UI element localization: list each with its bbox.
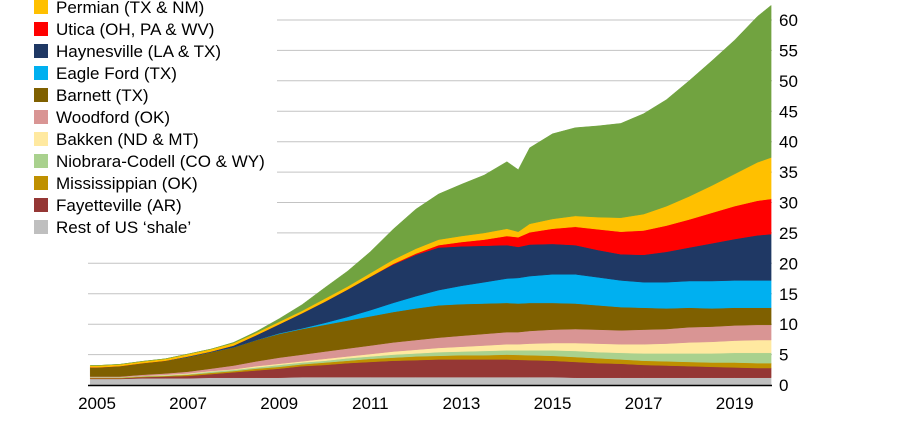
legend-swatch [34, 44, 48, 58]
y-axis-tick-label: 40 [779, 133, 798, 152]
y-axis-tick-label: 20 [779, 254, 798, 273]
x-axis-tick-label: 2013 [442, 394, 480, 413]
legend-label: Niobrara-Codell (CO & WY) [56, 151, 265, 171]
legend-swatch [34, 176, 48, 190]
area-marcellus-top-green-series-legend-cut-off-above-image [90, 4, 772, 366]
legend-swatch [34, 110, 48, 124]
x-axis-tick-label: 2017 [625, 394, 663, 413]
legend-item: Eagle Ford (TX) [34, 62, 265, 84]
y-axis-tick-label: 15 [779, 285, 798, 304]
legend-item: Mississippian (OK) [34, 172, 265, 194]
legend-item: Fayetteville (AR) [34, 194, 265, 216]
legend-swatch [34, 220, 48, 234]
x-axis-tick-label: 2005 [78, 394, 116, 413]
legend-swatch [34, 0, 48, 14]
legend-item: Haynesville (LA & TX) [34, 40, 265, 62]
legend-item: Permian (TX & NM) [34, 0, 265, 18]
legend-swatch [34, 66, 48, 80]
legend-label: Eagle Ford (TX) [56, 63, 177, 83]
y-axis-tick-label: 55 [779, 41, 798, 60]
legend-label: Utica (OH, PA & WV) [56, 19, 215, 39]
x-axis-tick-label: 2007 [169, 394, 207, 413]
x-axis-tick-label: 2019 [716, 394, 754, 413]
legend-label: Barnett (TX) [56, 85, 149, 105]
legend-swatch [34, 198, 48, 212]
legend-item: Niobrara-Codell (CO & WY) [34, 150, 265, 172]
x-axis-tick-label: 2015 [534, 394, 572, 413]
y-axis-tick-label: 0 [779, 376, 788, 395]
y-axis-tick-label: 60 [779, 11, 798, 30]
legend-label: Woodford (OK) [56, 107, 171, 127]
x-axis-tick-label: 2009 [260, 394, 298, 413]
legend-label: Fayetteville (AR) [56, 195, 182, 215]
y-axis-tick-label: 25 [779, 224, 798, 243]
x-axis-tick-label: 2011 [352, 394, 389, 413]
legend-swatch [34, 88, 48, 102]
y-axis-tick-label: 30 [779, 194, 798, 213]
legend-item: Bakken (ND & MT) [34, 128, 265, 150]
legend-swatch [34, 154, 48, 168]
legend-label: Haynesville (LA & TX) [56, 41, 222, 61]
legend-label: Permian (TX & NM) [56, 0, 205, 17]
legend-item: Barnett (TX) [34, 84, 265, 106]
legend-item: Utica (OH, PA & WV) [34, 18, 265, 40]
legend-item: Woodford (OK) [34, 106, 265, 128]
y-axis-tick-label: 45 [779, 102, 798, 121]
chart-legend: Permian (TX & NM) Utica (OH, PA & WV) Hayn… [31, 0, 277, 241]
y-axis-tick-label: 5 [779, 346, 788, 365]
legend-swatch [34, 132, 48, 146]
y-axis-tick-label: 10 [779, 315, 798, 334]
y-axis-tick-label: 50 [779, 72, 798, 91]
legend-label: Bakken (ND & MT) [56, 129, 199, 149]
legend-label: Mississippian (OK) [56, 173, 198, 193]
legend-swatch [34, 22, 48, 36]
legend-label: Rest of US ‘shale’ [56, 217, 192, 237]
y-axis-tick-label: 35 [779, 163, 798, 182]
legend-item: Rest of US ‘shale’ [34, 216, 265, 238]
